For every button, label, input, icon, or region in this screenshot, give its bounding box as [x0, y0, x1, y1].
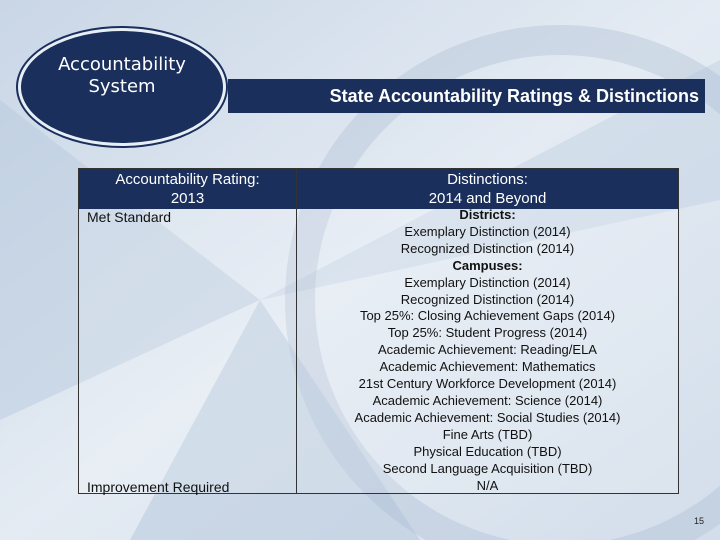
distinction-item: Exemplary Distinction (2014) [404, 274, 571, 290]
distinction-item: Academic Achievement: Social Studies (20… [354, 409, 621, 425]
distinction-item: Academic Achievement: Science (2014) [372, 392, 603, 408]
distinction-item: Physical Education (TBD) [413, 443, 562, 459]
slide-title: State Accountability Ratings & Distincti… [228, 79, 705, 113]
distinction-item: Top 25%: Student Progress (2014) [387, 325, 588, 341]
header-line: Accountability Rating: [115, 171, 260, 188]
header-line: 2013 [170, 190, 205, 207]
rating-cell: Improvement Required [87, 479, 230, 495]
rating-cell: Met Standard [87, 209, 172, 225]
distinction-heading: Districts: [459, 207, 516, 222]
distinction-item: 21st Century Workforce Development (2014… [358, 376, 617, 392]
header-line: Distinctions: [447, 171, 528, 188]
distinction-item: Academic Achievement: Reading/ELA [378, 342, 597, 358]
distinction-item: Second Language Acquisition (TBD) [382, 460, 593, 476]
header-line: 2014 and Beyond [428, 190, 547, 207]
distinction-item: N/A [476, 477, 499, 493]
column-divider [296, 169, 297, 493]
distinction-item: Recognized Distinction (2014) [400, 240, 575, 256]
distinction-item: Top 25%: Closing Achievement Gaps (2014) [359, 308, 616, 324]
table: Accountability Rating: 2013 Distinctions:… [78, 168, 679, 495]
badge-line: System [88, 76, 156, 97]
badge-line: Accountability [58, 54, 186, 75]
distinctions-list: Districts: Exemplary Distinction (2014) Re… [297, 207, 678, 494]
column-header: Accountability Rating: 2013 [79, 169, 297, 209]
distinction-heading: Campuses: [452, 257, 523, 273]
page-number: 15 [693, 516, 704, 526]
section-badge: Accountability System [18, 28, 226, 146]
distinction-item: Academic Achievement: Mathematics [379, 359, 596, 375]
column-header: Distinctions: 2014 and Beyond [297, 169, 678, 209]
distinction-item: Recognized Distinction (2014) [400, 291, 575, 307]
distinction-item: Fine Arts (TBD) [442, 426, 533, 442]
distinction-item: Exemplary Distinction (2014) [404, 223, 571, 239]
